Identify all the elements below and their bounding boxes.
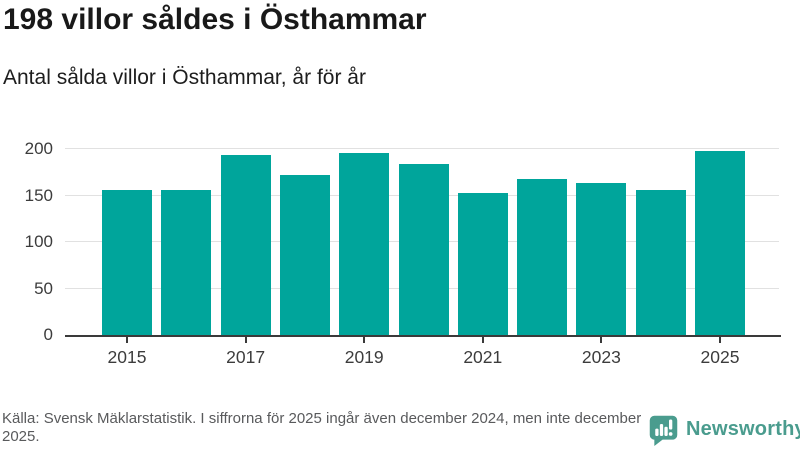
bar-2023: [576, 183, 627, 335]
bar-2025: [695, 150, 745, 335]
x-tick-label-2017: 2017: [226, 347, 266, 367]
y-tick-label-50: 50: [34, 278, 53, 298]
bar-2015: [102, 189, 152, 335]
y-tick-label-150: 150: [24, 185, 53, 205]
x-axis-line: [65, 335, 781, 337]
gridline-200: [65, 148, 779, 149]
bar-2020: [398, 163, 449, 335]
y-tick-label-200: 200: [24, 139, 53, 158]
x-tick-label-2023: 2023: [581, 347, 621, 367]
bar-2016: [161, 189, 212, 335]
x-tick-2019: [363, 337, 366, 343]
bar-2021: [457, 192, 508, 335]
x-tick-2025: [719, 337, 721, 343]
bar-2019: [339, 152, 390, 335]
plot-area: [65, 148, 779, 335]
chart-subtitle: Antal sålda villor i Östhammar, år för å…: [3, 66, 366, 89]
x-tick-2023: [600, 337, 603, 343]
newsworthy-speech-bubble-chart-icon: [647, 413, 680, 450]
newsworthy-wordmark: Newsworthy: [686, 418, 800, 440]
x-tick-2021: [481, 337, 484, 343]
chart-title: 198 villor såldes i Östhammar: [3, 3, 427, 36]
x-tick-label-2021: 2021: [463, 347, 503, 367]
bar-2022: [517, 178, 568, 335]
source-note: Källa: Svensk Mäklarstatistik. I siffror…: [2, 410, 642, 445]
y-tick-label-0: 0: [43, 325, 53, 344]
y-tick-label-100: 100: [24, 232, 53, 251]
bar-2018: [279, 175, 330, 335]
x-tick-label-2025: 2025: [700, 347, 740, 367]
x-tick-label-2015: 2015: [107, 347, 147, 367]
newsworthy-logo: Newsworthy: [647, 413, 800, 450]
bar-2017: [220, 154, 271, 335]
bar-2024: [635, 189, 686, 335]
x-tick-2017: [244, 337, 247, 343]
x-tick-2015: [126, 337, 128, 343]
x-tick-label-2019: 2019: [344, 347, 384, 367]
